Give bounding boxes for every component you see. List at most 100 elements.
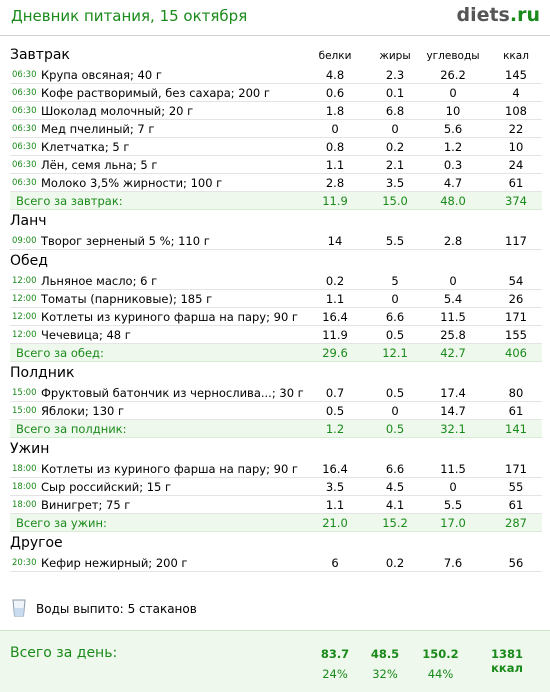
food-name[interactable]: Кефир нежирный; 200 г [41, 556, 188, 570]
water-row: Воды выпито: 5 стаканов [10, 597, 310, 621]
food-kcal: 145 [505, 68, 527, 82]
food-name[interactable]: Кофе растворимый, без сахара; 200 г [41, 86, 270, 100]
meal-time: 12:00 [12, 330, 37, 340]
food-row[interactable]: 06:30 Мед пчелиный; 7 г 0 0 5.6 22 [10, 120, 542, 138]
food-row[interactable]: 12:00 Котлеты из куриного фарша на пару; … [10, 308, 542, 326]
total-fat: 12.1 [382, 346, 408, 360]
total-kcal: 287 [505, 516, 527, 530]
diary-table: Завтрак белки жиры углеводы ккал 06:30 Крупа о… [10, 44, 542, 572]
logo-main: diets [456, 4, 510, 26]
section-total-label: Всего за обед: [16, 346, 104, 360]
food-row[interactable]: 06:30 Лён, семя льна; 5 г 1.1 2.1 0.3 24 [10, 156, 542, 174]
food-name[interactable]: Томаты (парниковые); 185 г [41, 292, 213, 306]
food-row[interactable]: 15:00 Яблоки; 130 г 0.5 0 14.7 61 [10, 402, 542, 420]
food-name[interactable]: Мед пчелиный; 7 г [41, 122, 155, 136]
food-fat: 0 [391, 404, 399, 418]
food-row[interactable]: 12:00 Чечевица; 48 г 11.9 0.5 25.8 155 [10, 326, 542, 344]
meal-time: 06:30 [12, 142, 37, 152]
food-name[interactable]: Крупа овсяная; 40 г [41, 68, 162, 82]
food-protein: 0.2 [325, 274, 345, 288]
food-carbs: 14.7 [440, 404, 466, 418]
food-protein: 11.9 [322, 328, 348, 342]
food-carbs: 4.7 [443, 176, 463, 190]
food-name[interactable]: Льняное масло; 6 г [41, 274, 158, 288]
day-total-label: Всего за день: [10, 645, 118, 661]
food-row[interactable]: 15:00 Фруктовый батончик из чернослива...… [10, 384, 542, 402]
food-row[interactable]: 18:00 Винигрет; 75 г 1.1 4.1 5.5 61 [10, 496, 542, 514]
food-carbs: 17.4 [440, 386, 466, 400]
water-value: 5 стаканов [127, 602, 197, 616]
total-carbs: 42.7 [440, 346, 466, 360]
food-fat: 0 [391, 122, 399, 136]
site-logo[interactable]: diets.ru [456, 4, 540, 26]
day-total: Всего за день: 83.7 48.5 150.2 1381 ккал… [0, 630, 550, 692]
food-row[interactable]: 06:30 Клетчатка; 5 г 0.8 0.2 1.2 10 [10, 138, 542, 156]
food-row[interactable]: 18:00 Сыр российский; 15 г 3.5 4.5 0 55 [10, 478, 542, 496]
section-total-label: Всего за завтрак: [16, 194, 123, 208]
food-row[interactable]: 06:30 Шоколад молочный; 20 г 1.8 6.8 10 108 [10, 102, 542, 120]
food-row[interactable]: 18:00 Котлеты из куриного фарша на пару; … [10, 460, 542, 478]
food-fat: 0.5 [385, 328, 405, 342]
food-kcal: 26 [508, 292, 524, 306]
food-row[interactable]: 20:30 Кефир нежирный; 200 г 6 0.2 7.6 56 [10, 554, 542, 572]
food-name[interactable]: Шоколад молочный; 20 г [41, 104, 194, 118]
day-total-protein: 83.7 [320, 647, 350, 661]
section-header: Обед [10, 250, 542, 272]
food-name[interactable]: Сыр российский; 15 г [41, 480, 172, 494]
food-fat: 0.2 [385, 140, 405, 154]
food-protein: 0.6 [325, 86, 345, 100]
food-row[interactable]: 06:30 Молоко 3,5% жирности; 100 г 2.8 3.5 4.… [10, 174, 542, 192]
food-kcal: 61 [508, 404, 524, 418]
food-row[interactable]: 09:00 Творог зерненый 5 %; 110 г 14 5.5 2.8 1… [10, 232, 542, 250]
food-kcal: 55 [508, 480, 524, 494]
column-header-fat: жиры [379, 50, 411, 62]
day-protein-percent: 24% [322, 667, 348, 681]
food-name[interactable]: Котлеты из куриного фарша на пару; 90 г [41, 310, 298, 324]
total-protein: 11.9 [322, 194, 348, 208]
food-fat: 0.1 [385, 86, 405, 100]
food-protein: 0.8 [325, 140, 345, 154]
total-fat: 15.0 [382, 194, 408, 208]
total-kcal: 141 [505, 422, 527, 436]
logo-tld: .ru [509, 4, 540, 26]
food-name[interactable]: Котлеты из куриного фарша на пару; 90 г [41, 462, 298, 476]
food-fat: 4.5 [385, 480, 405, 494]
food-protein: 1.8 [325, 104, 345, 118]
food-row[interactable]: 06:30 Кофе растворимый, без сахара; 200 г… [10, 84, 542, 102]
food-name[interactable]: Чечевица; 48 г [41, 328, 131, 342]
food-name[interactable]: Фруктовый батончик из чернослива...; 30 … [41, 386, 304, 400]
food-protein: 0 [331, 122, 339, 136]
food-kcal: 61 [508, 498, 524, 512]
meal-time: 18:00 [12, 482, 37, 492]
food-protein: 2.8 [325, 176, 345, 190]
meal-time: 12:00 [12, 312, 37, 322]
food-fat: 2.1 [385, 158, 405, 172]
food-protein: 16.4 [322, 310, 348, 324]
food-fat: 6.6 [385, 462, 405, 476]
food-protein: 1.1 [325, 498, 345, 512]
food-carbs: 11.5 [440, 310, 466, 324]
food-name[interactable]: Клетчатка; 5 г [41, 140, 130, 154]
food-carbs: 5.5 [443, 498, 463, 512]
food-carbs: 10 [445, 104, 461, 118]
food-name[interactable]: Молоко 3,5% жирности; 100 г [41, 176, 223, 190]
food-name[interactable]: Винигрет; 75 г [41, 498, 131, 512]
food-row[interactable]: 12:00 Томаты (парниковые); 185 г 1.1 0 5.4 26 [10, 290, 542, 308]
meal-time: 12:00 [12, 276, 37, 286]
food-name[interactable]: Яблоки; 130 г [41, 404, 125, 418]
food-carbs: 2.8 [443, 234, 463, 248]
total-protein: 21.0 [322, 516, 348, 530]
meal-time: 06:30 [12, 160, 37, 170]
food-fat: 5.5 [385, 234, 405, 248]
food-name[interactable]: Лён, семя льна; 5 г [41, 158, 158, 172]
food-fat: 0.2 [385, 556, 405, 570]
food-name[interactable]: Творог зерненый 5 %; 110 г [41, 234, 210, 248]
food-kcal: 117 [505, 234, 527, 248]
food-carbs: 25.8 [440, 328, 466, 342]
food-protein: 6 [331, 556, 339, 570]
section-header: Другое [10, 532, 542, 554]
food-row[interactable]: 12:00 Льняное масло; 6 г 0.2 5 0 54 [10, 272, 542, 290]
food-row[interactable]: 06:30 Крупа овсяная; 40 г 4.8 2.3 26.2 145 [10, 66, 542, 84]
food-kcal: 155 [505, 328, 527, 342]
section-header: Ужин [10, 438, 542, 460]
